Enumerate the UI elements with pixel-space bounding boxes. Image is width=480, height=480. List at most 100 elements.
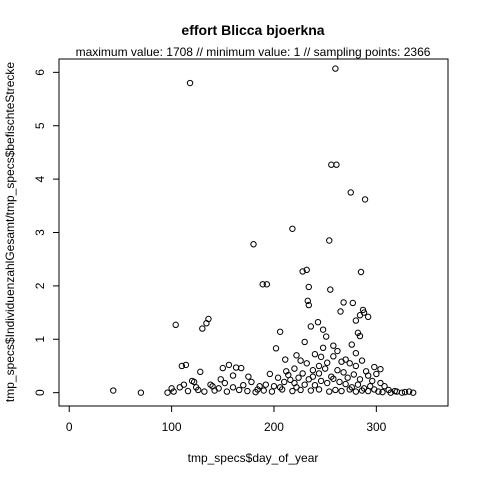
data-point xyxy=(356,332,364,340)
x-axis-label: tmp_specs$day_of_year xyxy=(188,451,319,465)
data-point xyxy=(304,297,311,305)
data-point xyxy=(164,389,171,396)
data-point xyxy=(358,387,366,394)
data-point xyxy=(289,387,296,395)
data-point xyxy=(377,365,384,373)
data-point xyxy=(334,347,341,355)
data-point xyxy=(327,286,334,293)
data-point xyxy=(211,387,218,394)
y-tick-label: 5 xyxy=(33,122,47,129)
data-point xyxy=(344,374,351,381)
y-tick-label: 0 xyxy=(33,389,47,396)
data-point xyxy=(180,381,188,388)
data-point xyxy=(311,351,319,358)
data-point xyxy=(356,376,364,383)
data-point xyxy=(205,315,212,323)
data-point xyxy=(278,386,286,393)
data-point xyxy=(346,360,353,367)
data-point xyxy=(260,387,267,394)
data-point xyxy=(137,389,145,396)
y-tick-label: 6 xyxy=(33,69,47,76)
data-point xyxy=(266,370,274,378)
data-point xyxy=(245,373,252,380)
data-point xyxy=(276,328,284,335)
data-point xyxy=(299,370,306,377)
data-point xyxy=(358,357,366,364)
data-point xyxy=(309,367,317,374)
x-axis: 0 100 200 300 xyxy=(66,406,387,434)
data-point xyxy=(259,281,266,288)
data-point xyxy=(405,388,413,395)
y-tick-label: 4 xyxy=(33,175,47,182)
data-point xyxy=(238,364,245,372)
data-point xyxy=(252,388,259,396)
data-point xyxy=(305,283,312,291)
data-point xyxy=(322,333,330,340)
data-point xyxy=(393,388,401,395)
data-point xyxy=(250,241,257,248)
data-point xyxy=(330,342,337,349)
data-point xyxy=(263,281,271,288)
data-point xyxy=(244,387,251,395)
data-point xyxy=(330,375,337,382)
data-point xyxy=(328,161,335,168)
data-point xyxy=(282,356,289,363)
data-point xyxy=(409,389,417,396)
data-point xyxy=(364,313,372,321)
data-point xyxy=(347,189,354,196)
data-point xyxy=(336,378,343,386)
data-point xyxy=(240,381,247,389)
chart-subtitle: maximum value: 1708 // minimum value: 1 … xyxy=(76,45,431,59)
data-point xyxy=(364,387,372,395)
data-point xyxy=(303,266,310,274)
data-point xyxy=(352,349,360,357)
data-point xyxy=(199,325,206,332)
data-point xyxy=(225,361,233,369)
data-point xyxy=(232,364,240,371)
data-point xyxy=(168,385,175,392)
data-point xyxy=(352,317,360,324)
data-point xyxy=(182,361,190,369)
data-point xyxy=(274,374,282,381)
data-point xyxy=(186,79,194,87)
y-tick-label: 3 xyxy=(33,229,47,236)
data-point xyxy=(321,365,329,372)
data-point xyxy=(287,376,294,384)
data-point xyxy=(352,388,360,395)
data-point xyxy=(326,388,333,395)
data-point xyxy=(315,386,323,393)
data-point xyxy=(361,196,369,203)
data-point xyxy=(283,368,290,375)
plot-frame xyxy=(58,58,449,407)
data-point xyxy=(229,372,237,379)
data-point xyxy=(315,362,323,370)
data-point xyxy=(195,386,202,394)
data-point xyxy=(332,386,339,394)
data-point xyxy=(197,368,204,376)
x-tick-label: 100 xyxy=(162,420,182,434)
data-point xyxy=(373,370,380,378)
chart-title: effort Blicca bjoerkna xyxy=(181,22,324,38)
data-point xyxy=(223,388,231,395)
data-point xyxy=(340,299,347,306)
data-point xyxy=(338,387,345,395)
data-point xyxy=(334,367,341,374)
data-point xyxy=(326,237,333,244)
data-point xyxy=(387,389,394,396)
data-point xyxy=(333,161,340,168)
data-point xyxy=(235,386,243,394)
x-tick-label: 300 xyxy=(366,420,386,434)
data-point xyxy=(401,388,409,396)
data-point xyxy=(319,326,327,333)
data-point xyxy=(337,308,344,315)
data-point xyxy=(309,373,317,380)
data-point xyxy=(348,341,355,348)
data-point xyxy=(268,388,276,395)
data-point xyxy=(381,383,388,390)
data-point xyxy=(360,309,368,316)
data-point xyxy=(256,383,263,390)
data-point xyxy=(276,384,284,391)
data-point xyxy=(311,381,319,389)
data-point xyxy=(262,381,269,388)
